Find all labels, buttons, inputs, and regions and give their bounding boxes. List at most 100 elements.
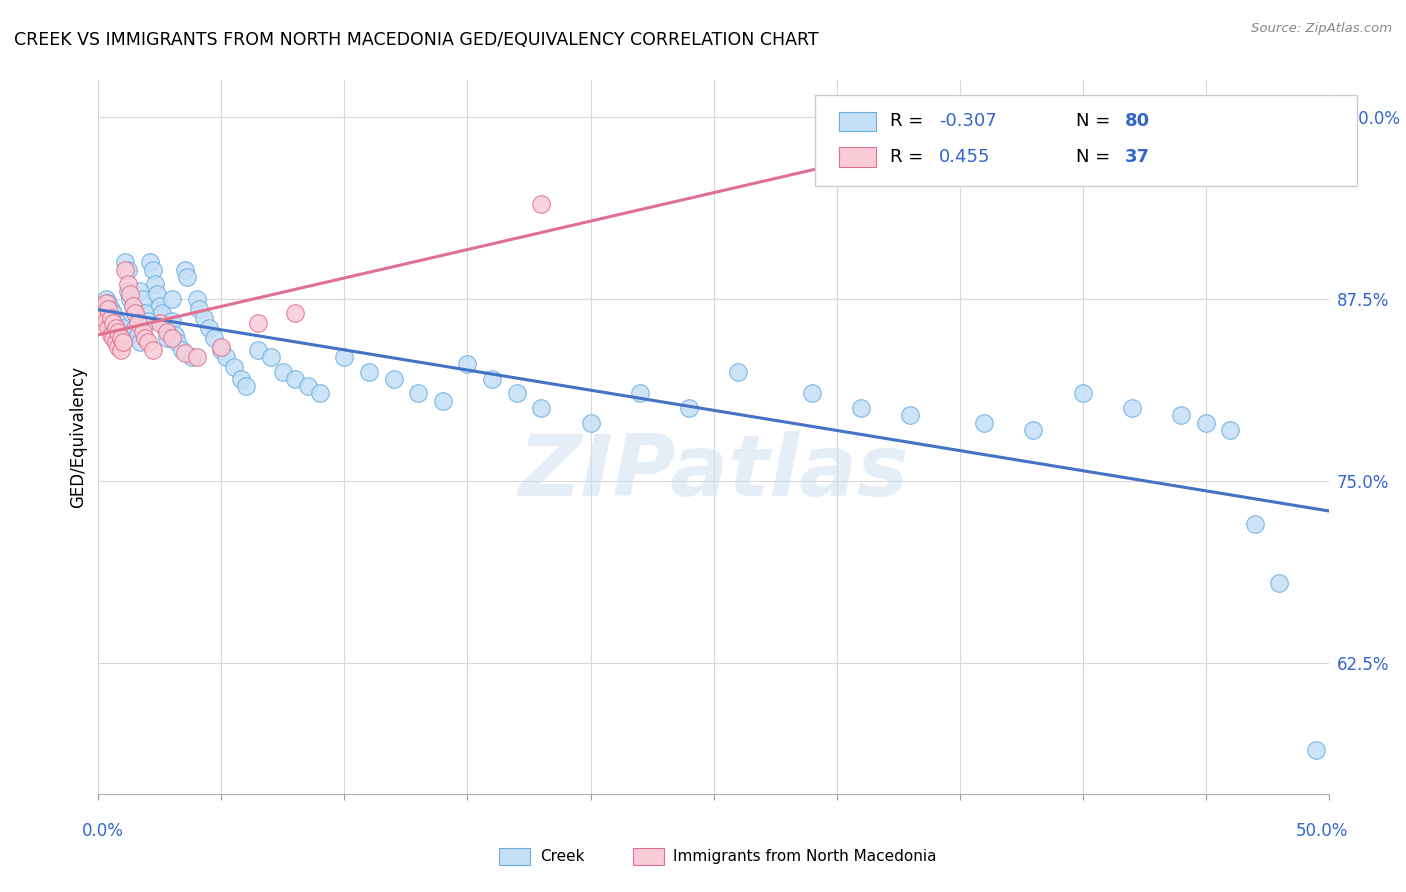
Point xyxy=(162,313,183,327)
Point xyxy=(1195,416,1218,430)
Point xyxy=(114,255,136,269)
Point xyxy=(129,335,152,350)
Point xyxy=(198,321,221,335)
Point xyxy=(1305,743,1327,757)
Point xyxy=(136,313,159,327)
Point xyxy=(297,379,319,393)
Text: Creek: Creek xyxy=(540,849,585,864)
Point xyxy=(1121,401,1143,415)
Point xyxy=(146,287,169,301)
Point xyxy=(172,343,194,357)
Point xyxy=(260,350,283,364)
Point xyxy=(112,335,135,350)
Point xyxy=(900,409,922,423)
Text: ZIPatlas: ZIPatlas xyxy=(519,431,908,515)
Point xyxy=(107,340,129,354)
Point xyxy=(193,310,215,325)
Point xyxy=(117,262,139,277)
Point xyxy=(176,269,198,284)
Text: N =: N = xyxy=(1076,148,1115,166)
Text: 80: 80 xyxy=(1125,112,1150,130)
Point xyxy=(97,321,120,335)
Point xyxy=(231,372,253,386)
Point xyxy=(215,350,238,364)
Point xyxy=(104,321,127,335)
Point xyxy=(124,306,146,320)
Point xyxy=(678,401,700,415)
Point xyxy=(134,306,156,320)
Point xyxy=(124,306,146,320)
Point xyxy=(247,343,270,357)
Point xyxy=(173,345,195,359)
Text: -0.307: -0.307 xyxy=(939,112,997,130)
Point xyxy=(163,328,186,343)
Point xyxy=(104,313,127,327)
Point xyxy=(628,386,651,401)
Point xyxy=(727,365,749,379)
Point xyxy=(579,416,602,430)
Point xyxy=(127,328,149,343)
Point xyxy=(107,325,129,339)
Point xyxy=(284,306,307,320)
Point xyxy=(162,292,183,306)
Point xyxy=(110,343,132,357)
Y-axis label: GED/Equivalency: GED/Equivalency xyxy=(69,366,87,508)
Point xyxy=(801,386,824,401)
Point xyxy=(93,306,115,320)
Point xyxy=(136,335,159,350)
Point xyxy=(103,321,125,335)
Point xyxy=(94,292,117,306)
Point xyxy=(382,372,405,386)
Text: CREEK VS IMMIGRANTS FROM NORTH MACEDONIA GED/EQUIVALENCY CORRELATION CHART: CREEK VS IMMIGRANTS FROM NORTH MACEDONIA… xyxy=(14,31,818,49)
Point xyxy=(143,277,166,292)
Point xyxy=(114,262,136,277)
Point xyxy=(141,343,165,357)
Point xyxy=(149,299,172,313)
Text: Immigrants from North Macedonia: Immigrants from North Macedonia xyxy=(673,849,936,864)
Point xyxy=(152,306,174,320)
Point xyxy=(100,328,122,343)
Point xyxy=(120,287,142,301)
Point xyxy=(110,331,132,345)
Point xyxy=(139,255,162,269)
Point xyxy=(93,299,115,313)
Point xyxy=(1170,409,1192,423)
Point xyxy=(432,393,454,408)
Point xyxy=(1219,423,1241,437)
Point xyxy=(124,321,146,335)
Point xyxy=(359,365,381,379)
Point xyxy=(94,296,117,310)
Point xyxy=(153,321,176,335)
Text: R =: R = xyxy=(890,112,929,130)
Point xyxy=(530,197,553,211)
Point xyxy=(186,350,208,364)
Point xyxy=(166,335,188,350)
Text: N =: N = xyxy=(1076,112,1115,130)
Point xyxy=(506,386,529,401)
Point xyxy=(117,285,139,299)
Point xyxy=(97,301,120,316)
Point xyxy=(333,350,356,364)
Point xyxy=(211,340,233,354)
Point xyxy=(188,301,211,316)
Point xyxy=(112,321,135,335)
Point xyxy=(90,299,112,313)
Text: 50.0%: 50.0% xyxy=(1295,822,1348,840)
Point xyxy=(173,262,195,277)
Point xyxy=(97,296,120,310)
Point xyxy=(1071,386,1094,401)
Point xyxy=(481,372,503,386)
Point xyxy=(162,331,183,345)
Point xyxy=(849,401,872,415)
Point xyxy=(107,317,129,331)
Point xyxy=(103,317,125,331)
Point xyxy=(94,313,117,327)
Point xyxy=(132,292,155,306)
Point xyxy=(103,306,125,320)
Point xyxy=(247,317,270,331)
Point xyxy=(132,325,155,339)
Point xyxy=(120,292,142,306)
Point xyxy=(122,299,145,313)
Point xyxy=(271,365,294,379)
Text: 0.455: 0.455 xyxy=(939,148,991,166)
